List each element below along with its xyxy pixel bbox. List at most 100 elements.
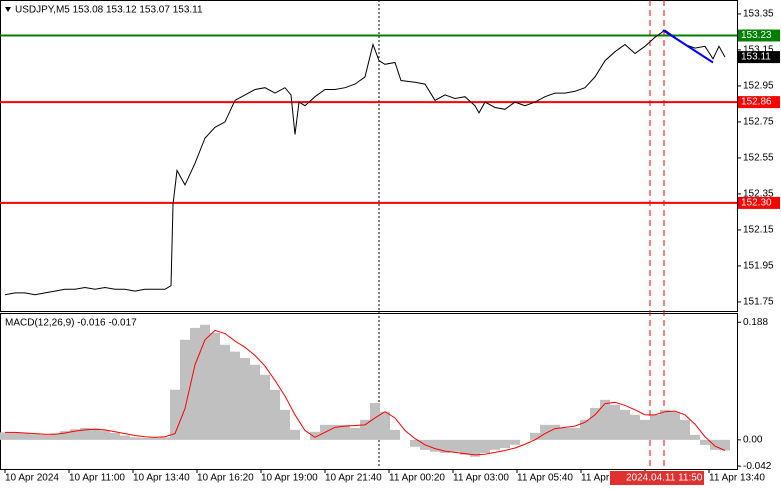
macd-bar — [490, 439, 500, 450]
macd-bar — [200, 324, 210, 440]
crosshair-label-box — [610, 471, 704, 485]
macd-bar — [70, 429, 80, 440]
level-label: 152.30 — [741, 198, 772, 209]
macd-bar — [440, 439, 450, 453]
price-panel-frame — [0, 0, 738, 312]
macd-bar — [620, 409, 630, 440]
x-tick-label: 10 Apr 19:00 — [261, 473, 318, 484]
macd-bar — [10, 432, 20, 440]
macd-bar — [240, 357, 250, 440]
macd-bar — [250, 364, 260, 440]
y-tick-label: 0.188 — [743, 317, 768, 328]
price-line — [4, 29, 726, 296]
macd-bar — [290, 429, 300, 440]
menu-arrow — [5, 7, 11, 12]
x-tick-label: 11 Apr 08:20 — [581, 473, 637, 484]
macd-bar — [610, 404, 620, 440]
y-tick-label: 152.15 — [743, 225, 774, 236]
macd-bar — [280, 409, 290, 440]
macd-bar — [230, 351, 240, 440]
level-label-box — [738, 29, 780, 42]
trend-line — [662, 29, 714, 64]
macd-bar — [160, 437, 170, 440]
x-tick-label: 11 Apr 13:40 — [709, 473, 765, 484]
chart-title: USDJPY,M5 153.08 153.12 153.07 153.11 — [15, 5, 203, 16]
macd-bar — [150, 437, 160, 440]
macd-bar — [360, 419, 370, 440]
macd-bar — [0, 432, 10, 440]
macd-bar — [210, 332, 220, 440]
macd-bar — [130, 437, 140, 440]
y-tick-label: 153.35 — [743, 9, 774, 20]
macd-bar — [30, 434, 40, 440]
macd-bar — [60, 431, 70, 440]
macd-bar — [370, 402, 380, 440]
macd-bar — [690, 434, 700, 440]
macd-bar — [350, 427, 360, 440]
macd-bar — [680, 419, 690, 440]
macd-bar — [630, 414, 640, 440]
macd-bar — [120, 435, 130, 440]
x-tick-label: 10 Apr 21:40 — [325, 473, 382, 484]
indicator-panel-frame — [0, 313, 738, 470]
x-tick-label: 11 Apr 05:40 — [517, 473, 573, 484]
y-tick-label: 151.95 — [743, 261, 774, 272]
macd-bar — [720, 439, 730, 451]
macd-bar — [450, 439, 460, 452]
macd-bar — [90, 428, 100, 440]
macd-bar — [500, 439, 510, 448]
macd-bar — [590, 407, 600, 440]
macd-bar — [600, 399, 610, 440]
x-tick-label: 11 Apr 03:00 — [453, 473, 509, 484]
macd-bar — [330, 424, 340, 440]
macd-bar — [220, 344, 230, 440]
macd-bar — [110, 432, 120, 440]
y-tick-label: 152.75 — [743, 117, 774, 128]
y-tick-label: -0.042 — [743, 461, 772, 472]
last-price-label: 153.11 — [741, 52, 771, 63]
macd-bar — [20, 432, 30, 440]
macd-bar — [40, 434, 50, 440]
macd-bar — [50, 433, 60, 440]
y-tick-label: 152.35 — [743, 189, 774, 200]
macd-bar — [180, 339, 190, 440]
macd-bar — [530, 432, 540, 440]
level-label-box — [738, 196, 780, 209]
macd-bar — [580, 419, 590, 440]
macd-bar — [390, 429, 400, 440]
macd-bar — [410, 439, 420, 447]
x-tick-label: 10 Apr 16:20 — [197, 473, 254, 484]
macd-bar — [670, 411, 680, 440]
macd-bar — [470, 439, 480, 457]
macd-bar — [660, 409, 670, 440]
macd-bar — [260, 374, 270, 440]
level-label: 152.86 — [741, 97, 772, 108]
macd-bar — [80, 427, 90, 440]
macd-bar — [460, 439, 470, 455]
macd-bar — [550, 424, 560, 440]
macd-bar — [570, 427, 580, 440]
x-tick-label: 10 Apr 13:40 — [133, 473, 190, 484]
macd-bar — [430, 439, 440, 452]
macd-bar — [710, 439, 720, 450]
macd-bar — [510, 439, 520, 445]
y-tick-label: 152.55 — [743, 153, 774, 164]
signal-line — [5, 329, 726, 456]
macd-bar — [700, 439, 710, 445]
x-tick-label: 10 Apr 2024 — [5, 473, 59, 484]
y-tick-label: 152.95 — [743, 81, 774, 92]
x-tick-label: 10 Apr 11:00 — [69, 473, 125, 484]
macd-bar — [170, 389, 180, 440]
level-label-box — [738, 96, 780, 109]
macd-bar — [340, 424, 350, 440]
macd-bar — [190, 327, 200, 440]
macd-bar — [100, 430, 110, 440]
macd-bar — [380, 411, 390, 440]
level-label: 153.23 — [741, 30, 772, 41]
y-tick-label: 0.00 — [743, 434, 763, 445]
x-tick-label: 11 Apr 00:20 — [389, 473, 445, 484]
macd-bar — [560, 427, 570, 440]
macd-bar — [650, 414, 660, 440]
macd-bar — [640, 419, 650, 440]
